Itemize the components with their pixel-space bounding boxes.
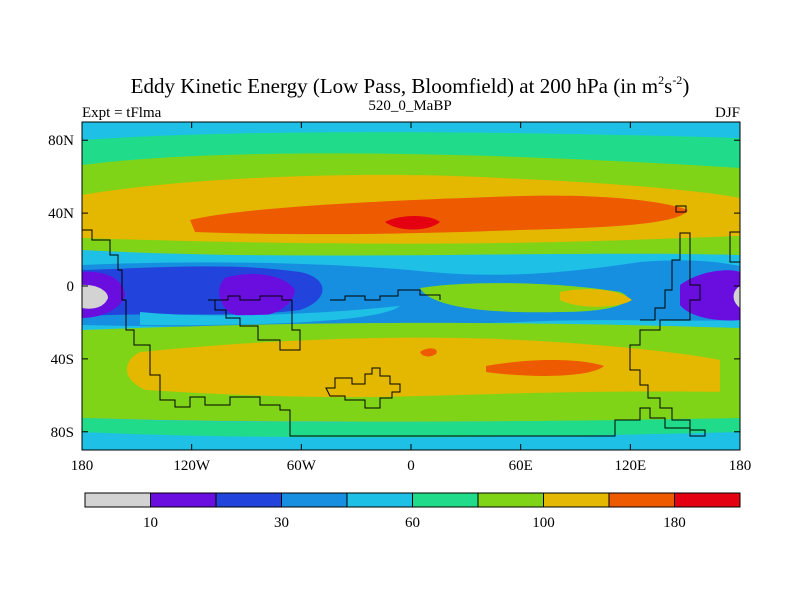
y-axis: 80N 40N 0 40S 80S (48, 133, 740, 441)
x-tick-label: 120W (173, 458, 211, 474)
x-tick-label: 180 (71, 458, 94, 474)
x-tick-label: 0 (407, 458, 415, 474)
y-tick-label: 40N (48, 206, 74, 222)
y-tick-label: 80S (51, 425, 74, 441)
colorbar-swatch (281, 492, 348, 508)
season-label: DJF (715, 105, 740, 121)
colorbar-swatch (346, 492, 413, 508)
continent-outlines (82, 205, 740, 437)
colorbar-label: 100 (532, 515, 555, 531)
colorbar-label: 30 (274, 515, 289, 531)
colorbar-swatch (412, 492, 479, 508)
colorbar-swatch (543, 492, 610, 508)
case-label: 520_0_MaBP (368, 98, 451, 114)
x-tick-label: 60E (509, 458, 533, 474)
x-tick-label: 180 (729, 458, 752, 474)
colorbar-swatch (477, 492, 544, 508)
colorbar-swatch (608, 492, 675, 508)
y-tick-label: 40S (51, 352, 74, 368)
colorbar-label: 10 (143, 515, 158, 531)
colorbar-swatch (674, 492, 741, 508)
colorbar-swatch (215, 492, 282, 508)
x-axis: 180 120W 60W 0 60E 120E 180 (71, 122, 752, 474)
experiment-label: Expt = tFlma (82, 105, 162, 121)
y-tick-label: 80N (48, 133, 74, 149)
colorbar: 10 30 60 100 180 (84, 492, 741, 531)
colorbar-label: 180 (663, 515, 686, 531)
contour-field (82, 122, 740, 450)
y-tick-label: 0 (67, 279, 75, 295)
figure-title: Eddy Kinetic Energy (Low Pass, Bloomfiel… (131, 73, 690, 98)
colorbar-label: 60 (405, 515, 420, 531)
colorbar-swatch (84, 492, 151, 508)
x-tick-label: 60W (287, 458, 317, 474)
colorbar-swatch (150, 492, 217, 508)
x-tick-label: 120E (614, 458, 646, 474)
